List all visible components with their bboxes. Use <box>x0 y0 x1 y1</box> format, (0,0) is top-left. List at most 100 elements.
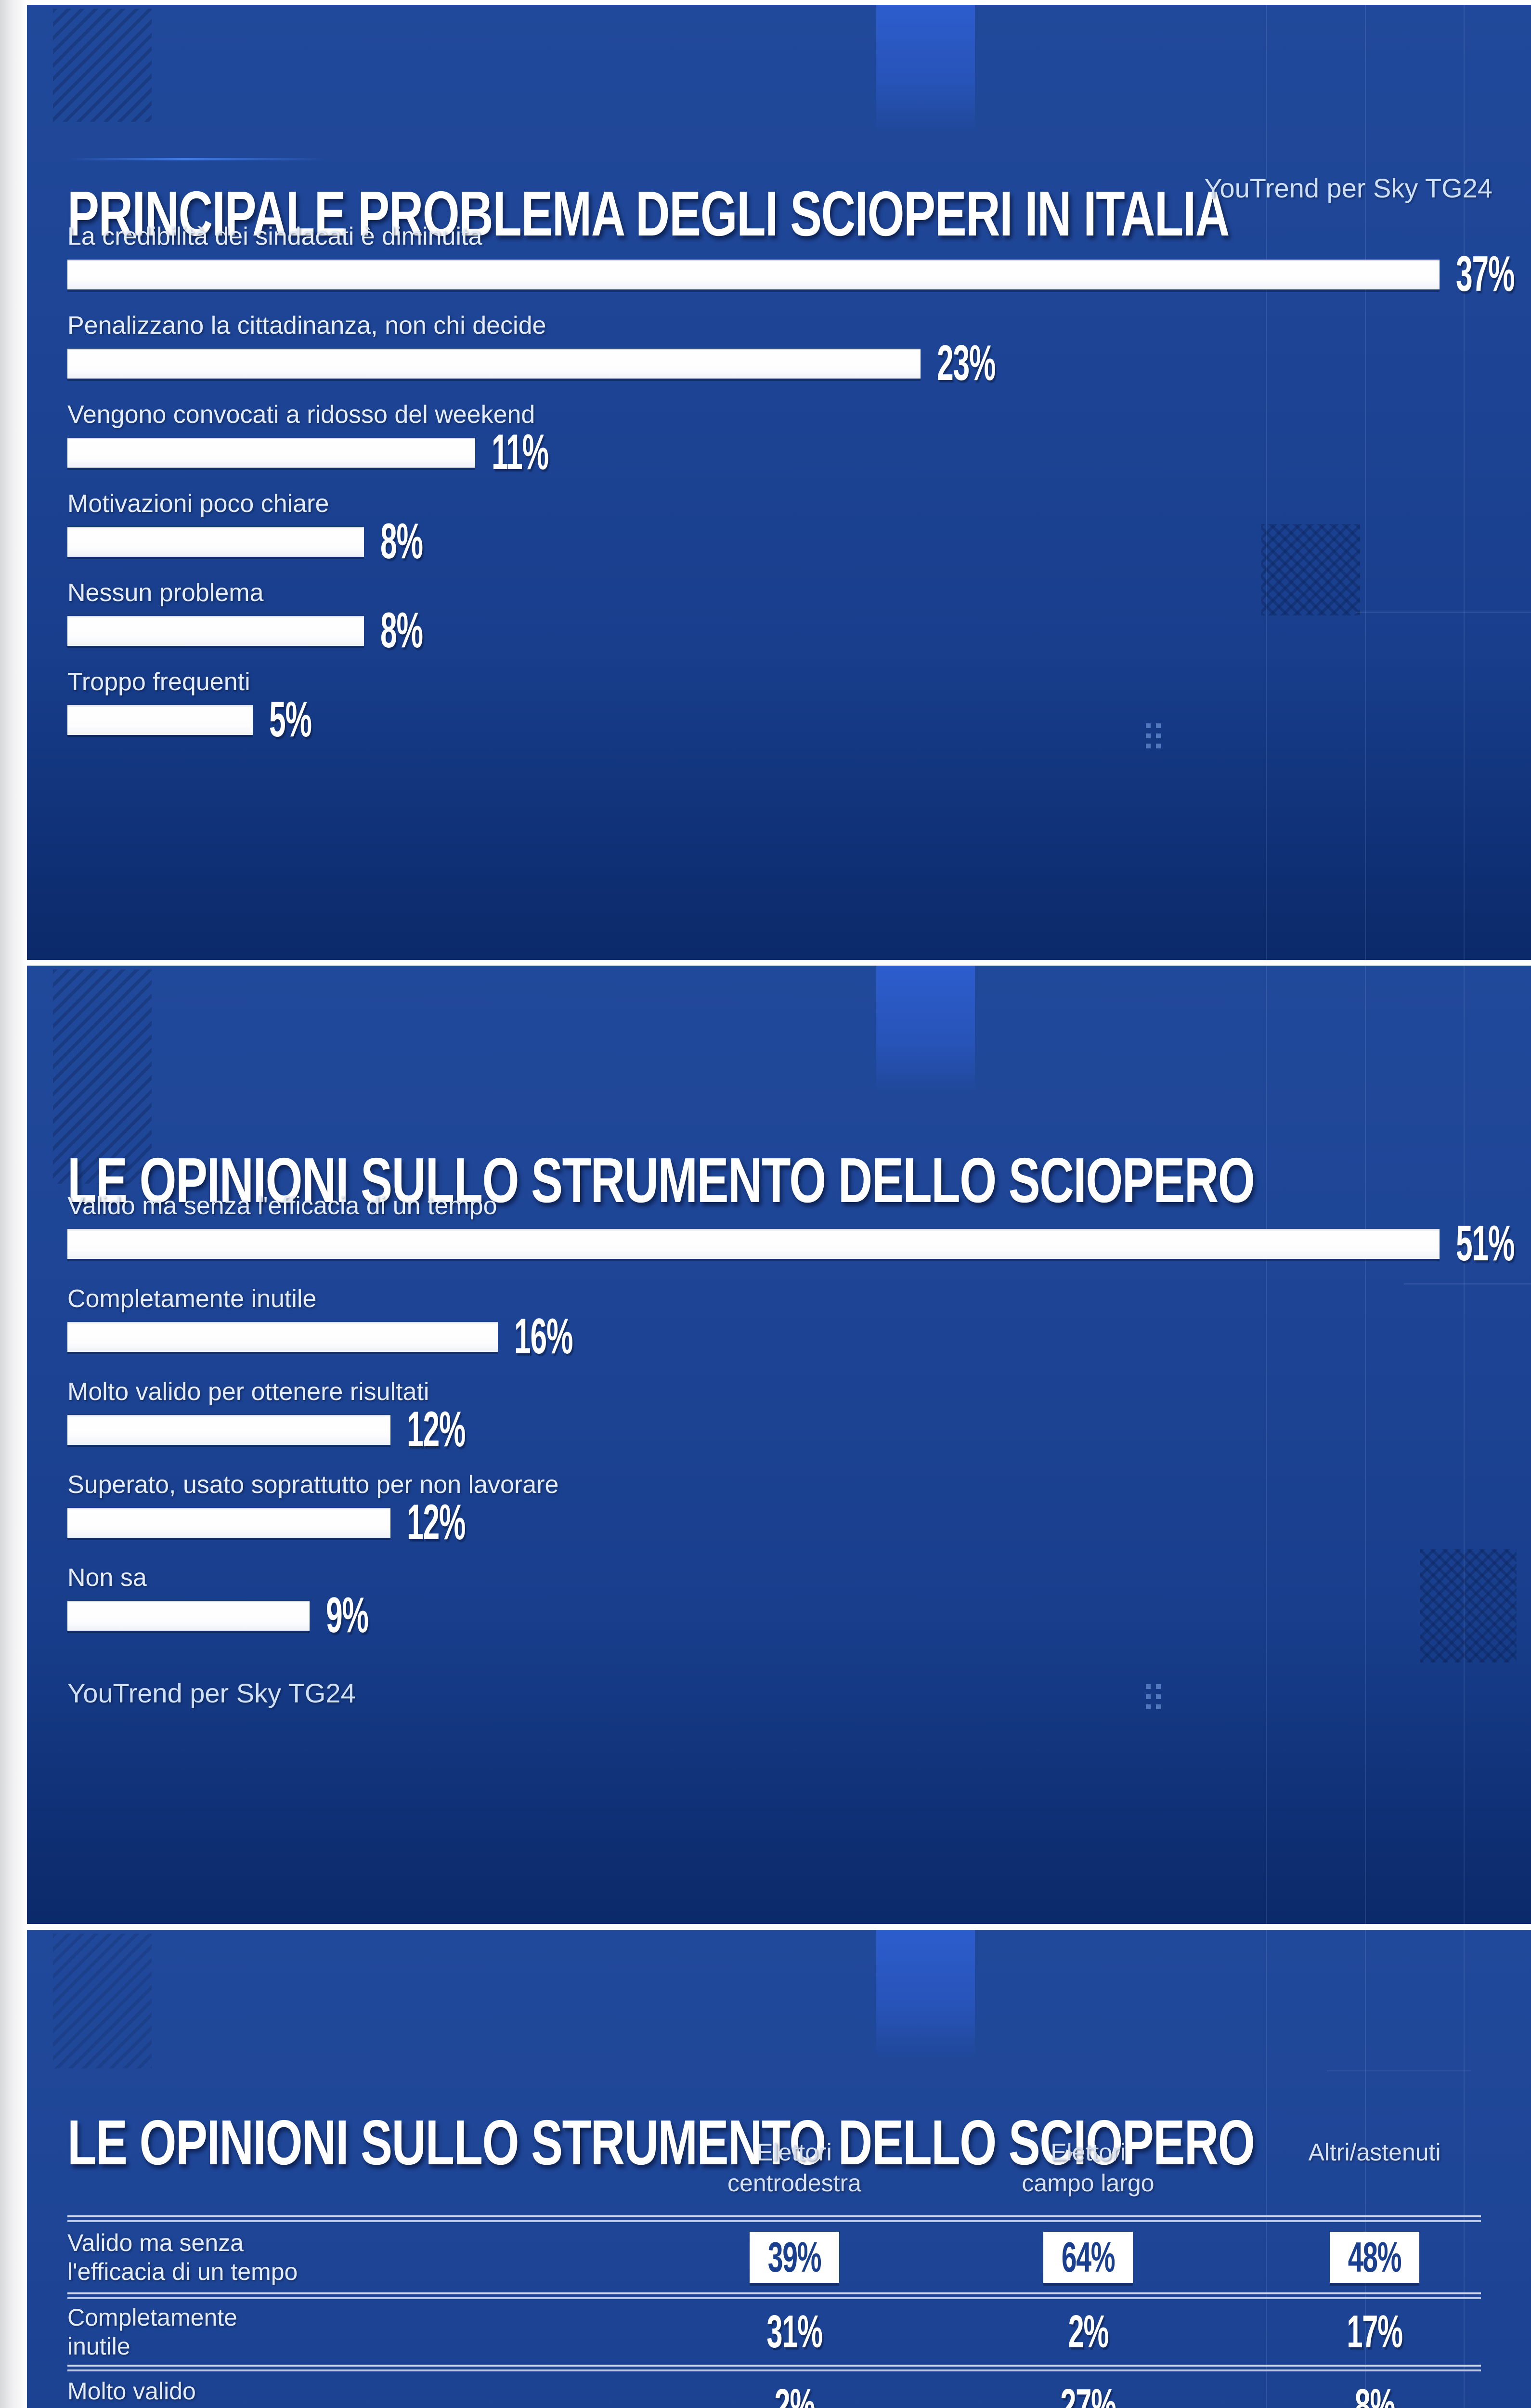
bar-row: Vengono convocati a ridosso del weekend 1… <box>67 401 1502 480</box>
highlight-box: 48% <box>1330 2232 1419 2283</box>
table-row: Completamente inutile 31% 2% 17% <box>67 2299 1481 2365</box>
column-header: Elettori campo largo <box>963 2137 1213 2199</box>
source-credit: YouTrend per Sky TG24 <box>1204 173 1492 203</box>
bar-row: Completamente inutile 16% <box>67 1285 1502 1364</box>
bar-value-label: 5% <box>269 692 312 747</box>
table-cell: 39% <box>669 2222 920 2292</box>
bar-value-label: 8% <box>380 602 423 658</box>
panel-opinioni-sciopero-bars: LE OPINIONI SULLO STRUMENTO DELLO SCIOPE… <box>27 966 1531 1924</box>
bar-label: Non sa <box>67 1564 147 1592</box>
highlight-box: 39% <box>750 2232 839 2283</box>
bar-line: 23% <box>67 335 1502 391</box>
row-separator <box>67 2292 1481 2299</box>
cell-value: 48% <box>1348 2233 1402 2281</box>
bar-label: Vengono convocati a ridosso del weekend <box>67 401 535 429</box>
accent-rectangle-decoration <box>876 5 975 132</box>
cell-value: 31% <box>766 2306 823 2357</box>
column-header-line: campo largo <box>1022 2170 1155 2197</box>
bar-label: Motivazioni poco chiare <box>67 490 329 518</box>
bar <box>67 615 364 646</box>
bar-label: Molto valido per ottenere risultati <box>67 1378 429 1406</box>
bar-chart: La credibilità dei sindacati è diminuita… <box>67 222 1515 757</box>
highlight-box: 64% <box>1043 2232 1133 2283</box>
bar <box>67 437 475 468</box>
bar-value-label: 51% <box>1456 1216 1515 1271</box>
table-cell: 8% <box>1249 2371 1500 2408</box>
row-label-line: Completamente <box>67 2304 237 2331</box>
bar-line: 51% <box>67 1216 1515 1271</box>
bar <box>67 1507 390 1538</box>
row-label-line: per ottenere risultati <box>67 2406 280 2408</box>
bar-label: Valido ma senza l'efficacia di un tempo <box>67 1192 497 1220</box>
bar-value-label: 12% <box>407 1494 466 1550</box>
bar-label: La credibilità dei sindacati è diminuita <box>67 222 482 250</box>
bar-row: Superato, usato soprattutto per non lavo… <box>67 1471 1502 1550</box>
bar-value-label: 11% <box>492 424 549 480</box>
diagonal-hatch-decoration <box>53 1934 152 2068</box>
cell-value: 17% <box>1347 2306 1403 2357</box>
bar-row: Molto valido per ottenere risultati 12% <box>67 1378 1502 1457</box>
bar-row: Nessun problema 8% <box>67 579 1502 658</box>
table-column-headers: Elettori centrodestra Elettori campo largo A… <box>67 2137 1473 2204</box>
cell-value: 39% <box>767 2233 822 2281</box>
table-cell: 2% <box>963 2299 1213 2365</box>
accent-rectangle-decoration <box>876 1930 975 2057</box>
bar <box>67 348 921 379</box>
cell-value: 2% <box>774 2379 815 2408</box>
glow-line-decoration <box>67 158 327 160</box>
bar-row: Valido ma senza l'efficacia di un tempo 5… <box>67 1192 1515 1271</box>
cell-value: 27% <box>1060 2379 1116 2408</box>
bar-label: Penalizzano la cittadinanza, non chi dec… <box>67 312 546 340</box>
cell-value: 64% <box>1061 2233 1116 2281</box>
bar-line: 8% <box>67 513 1502 569</box>
table-cell: 31% <box>669 2299 920 2365</box>
cell-value: 8% <box>1354 2379 1395 2408</box>
page-title: LE OPINIONI SULLO STRUMENTO DELLO SCIOPE… <box>67 1145 1255 1216</box>
page-title: LE OPINIONI SULLO STRUMENTO DELLO SCIOPE… <box>67 2107 1255 2178</box>
dots-ornament <box>1146 1684 1161 1709</box>
bar-label: Completamente inutile <box>67 1285 317 1313</box>
screenshot-left-margin <box>0 0 27 2408</box>
table-cell: 2% <box>669 2371 920 2408</box>
bar-label: Troppo frequenti <box>67 668 250 696</box>
panel-opinioni-sciopero-table: LE OPINIONI SULLO STRUMENTO DELLO SCIOPE… <box>27 1930 1531 2408</box>
row-label: Valido ma senza l'efficacia di un tempo <box>67 2228 298 2286</box>
column-header-line: centrodestra <box>727 2170 861 2197</box>
row-label: Completamente inutile <box>67 2303 237 2361</box>
bar-label: Nessun problema <box>67 579 264 607</box>
source-credit: YouTrend per Sky TG24 <box>67 1678 356 1708</box>
bar-row: Penalizzano la cittadinanza, non chi dec… <box>67 312 1502 391</box>
page-title: PRINCIPALE PROBLEMA DEGLI SCIOPERI IN IT… <box>67 178 1230 249</box>
bar <box>67 1414 390 1445</box>
bar-line: 5% <box>67 692 1502 747</box>
column-header-line: Elettori <box>757 2139 832 2166</box>
bar-line: 8% <box>67 602 1502 658</box>
row-separator <box>67 2365 1481 2371</box>
bar-value-label: 12% <box>407 1401 466 1457</box>
column-header-line: Altri/astenuti <box>1308 2139 1441 2166</box>
bar-label: Superato, usato soprattutto per non lavo… <box>67 1471 559 1499</box>
bar-chart: Valido ma senza l'efficacia di un tempo 5… <box>67 1192 1515 1657</box>
cell-value: 2% <box>1068 2306 1109 2357</box>
row-separator <box>67 2215 1481 2222</box>
row-label-line: inutile <box>67 2333 130 2360</box>
row-label-line: l'efficacia di un tempo <box>67 2258 298 2285</box>
row-label-line: Molto valido <box>67 2377 196 2405</box>
bar-line: 37% <box>67 246 1515 302</box>
table-row: Valido ma senza l'efficacia di un tempo 39… <box>67 2222 1481 2292</box>
bar <box>67 705 253 735</box>
bar <box>67 1322 498 1352</box>
bar-row: La credibilità dei sindacati è diminuita… <box>67 222 1515 302</box>
bar-line: 16% <box>67 1309 1502 1364</box>
table-cell: 48% <box>1249 2222 1500 2292</box>
bar-row: Troppo frequenti 5% <box>67 668 1502 747</box>
table-cell: 17% <box>1249 2299 1500 2365</box>
bar <box>67 1600 310 1631</box>
table-cell: 64% <box>963 2222 1213 2292</box>
bar <box>67 1229 1440 1259</box>
column-header-line: Elettori <box>1051 2139 1126 2166</box>
bar <box>67 259 1440 289</box>
bar-value-label: 9% <box>326 1587 369 1643</box>
